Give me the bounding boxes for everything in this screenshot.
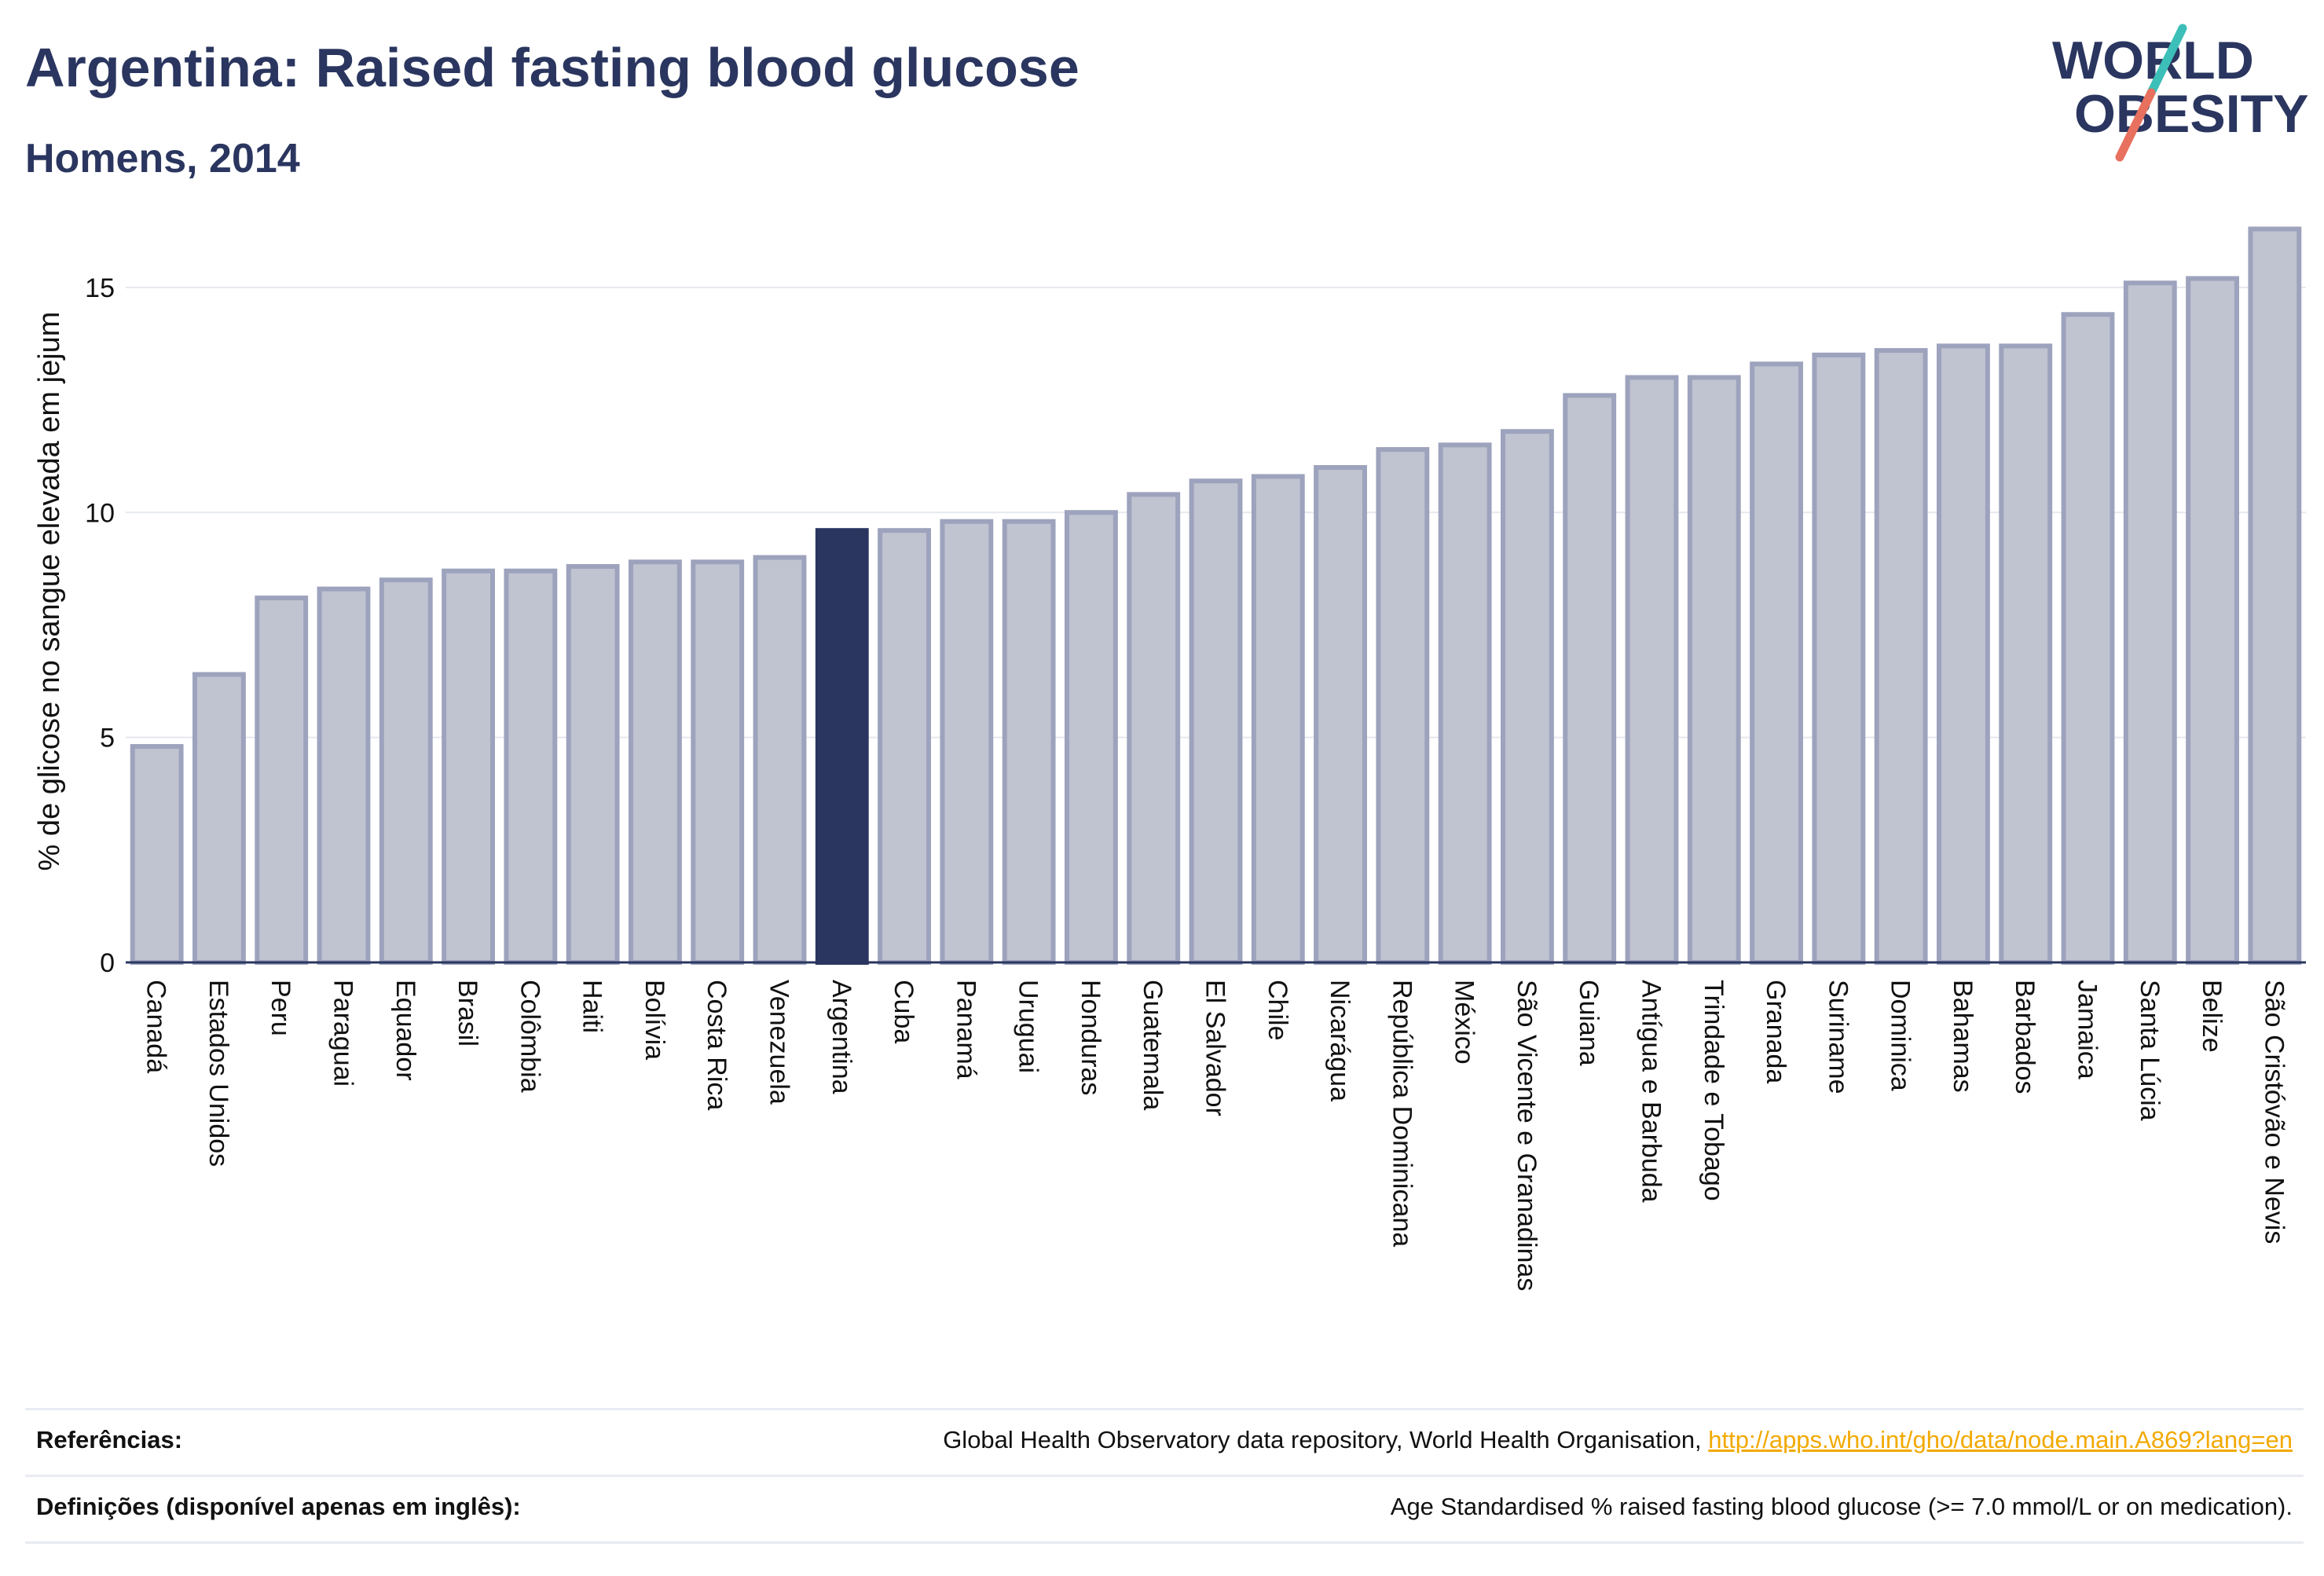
bars (130, 226, 2302, 966)
x-tick-label: Guiana (1574, 980, 1604, 1066)
x-tick-label: Suriname (1823, 980, 1853, 1094)
x-tick-label: Haiti (577, 980, 607, 1033)
bar[interactable] (940, 519, 994, 965)
x-tick-label: Bolívia (640, 980, 669, 1060)
reference-link[interactable]: http://apps.who.int/gho/data/node.main.A… (1708, 1426, 2293, 1453)
bar[interactable] (1065, 510, 1118, 966)
references-table: Referências: Global Health Observatory d… (25, 1408, 2304, 1544)
definition-label: Definições (disponível apenas em inglês)… (36, 1493, 521, 1520)
bar-chart: 0 5 10 15 Canadá Estados Unidos Peru Paraguai Eq… (33, 226, 2306, 1291)
x-tick-label: Belize (2197, 980, 2227, 1053)
bar[interactable] (130, 744, 184, 965)
bar[interactable] (1812, 352, 1866, 965)
bar[interactable] (2123, 280, 2177, 965)
bar[interactable] (1251, 474, 1305, 966)
bar[interactable] (2248, 226, 2302, 966)
x-tick-label: Estados Unidos (203, 980, 233, 1167)
x-tick-label: São Vicente e Granadinas (1512, 980, 1541, 1291)
x-tick-label: Argentina (827, 980, 856, 1094)
x-tick-label: Nicarágua (1325, 980, 1354, 1101)
reference-row: Referências: Global Health Observatory d… (25, 1408, 2304, 1475)
x-tick-label: Guatemala (1138, 980, 1167, 1110)
logo-slash-coral (2115, 88, 2156, 162)
bar[interactable] (1376, 447, 1430, 966)
bar[interactable] (1501, 429, 1554, 965)
definition-value: Age Standardised % raised fasting blood … (1390, 1493, 2293, 1520)
bar[interactable] (1127, 492, 1181, 965)
x-tick-label: Equador (390, 980, 420, 1081)
axes: 0 5 10 15 Canadá Estados Unidos Peru Paraguai Eq… (85, 273, 2306, 1291)
y-axis-label: % de glicose no sangue elevada em jejum (33, 312, 66, 871)
bar[interactable] (878, 528, 931, 965)
bar[interactable] (1999, 343, 2053, 965)
bar[interactable] (379, 577, 433, 965)
chart-title: Argentina: Raised fasting blood glucose (25, 37, 1080, 98)
bar[interactable] (1314, 465, 1367, 965)
bar[interactable] (1937, 343, 1990, 965)
x-tick-label: Venezuela (764, 980, 794, 1105)
reference-text: Global Health Observatory data repositor… (943, 1426, 1709, 1453)
chart-subtitle: Homens, 2014 (25, 136, 300, 181)
bar[interactable] (1002, 519, 1056, 965)
y-tick-label: 0 (100, 948, 115, 978)
logo-text-obesity: OBESITY (2074, 84, 2309, 144)
x-tick-label: México (1450, 980, 1479, 1065)
definition-row: Definições (disponível apenas em inglês)… (25, 1475, 2304, 1544)
bar[interactable] (504, 568, 558, 965)
logo-slash-teal (2146, 24, 2187, 97)
x-tick-label: Honduras (1076, 980, 1105, 1095)
x-tick-label: Trindade e Tobago (1699, 980, 1728, 1201)
bar[interactable] (2061, 312, 2115, 966)
bar[interactable] (317, 586, 371, 965)
bar[interactable] (1750, 361, 1803, 966)
bar[interactable] (1874, 348, 1928, 966)
x-tick-label: Bahamas (1948, 980, 1978, 1093)
bar[interactable] (192, 672, 246, 965)
x-tick-label: Jamaica (2073, 980, 2102, 1079)
reference-label: Referências: (36, 1426, 183, 1453)
x-tick-label: Uruguai (1014, 980, 1043, 1073)
bar[interactable] (566, 564, 620, 965)
bar[interactable] (629, 559, 682, 965)
x-tick-label: Costa Rica (702, 980, 731, 1110)
x-tick-label: Santa Lúcia (2135, 980, 2165, 1121)
x-tick-label: República Dominicana (1387, 980, 1417, 1247)
bar-highlighted[interactable] (815, 528, 869, 965)
bar[interactable] (1189, 478, 1243, 965)
x-tick-label: Granada (1761, 980, 1791, 1083)
bar[interactable] (1687, 375, 1741, 966)
bar[interactable] (691, 559, 745, 965)
x-tick-label: El Salvador (1200, 980, 1230, 1116)
x-tick-label: Chile (1263, 980, 1292, 1040)
reference-value: Global Health Observatory data repositor… (943, 1426, 2293, 1454)
world-obesity-logo[interactable]: WORLD OBESITY (2051, 22, 2310, 163)
x-tick-label: Panamá (951, 980, 981, 1079)
bar[interactable] (442, 568, 495, 965)
x-tick-label: Brasil (453, 980, 482, 1046)
x-tick-label: Antígua e Barbuda (1637, 980, 1666, 1203)
bar[interactable] (1625, 375, 1679, 966)
x-tick-label: Dominica (1886, 980, 1915, 1091)
bar[interactable] (1438, 442, 1492, 965)
x-tick-label: Peru (266, 980, 295, 1036)
y-tick-label: 5 (100, 724, 115, 753)
bar[interactable] (1563, 393, 1617, 965)
x-tick-label: Paraguai (328, 980, 358, 1087)
x-tick-label: Canadá (141, 980, 171, 1073)
y-tick-label: 10 (85, 498, 115, 528)
x-tick-label: Colômbia (515, 980, 544, 1093)
x-tick-label: Cuba (889, 980, 918, 1043)
bar[interactable] (2186, 276, 2239, 966)
y-tick-label: 15 (85, 273, 115, 303)
x-tick-label: São Cristóvão e Nevis (2259, 980, 2289, 1244)
bar[interactable] (255, 596, 309, 965)
bar[interactable] (753, 555, 807, 965)
x-tick-label: Barbados (2010, 980, 2040, 1094)
